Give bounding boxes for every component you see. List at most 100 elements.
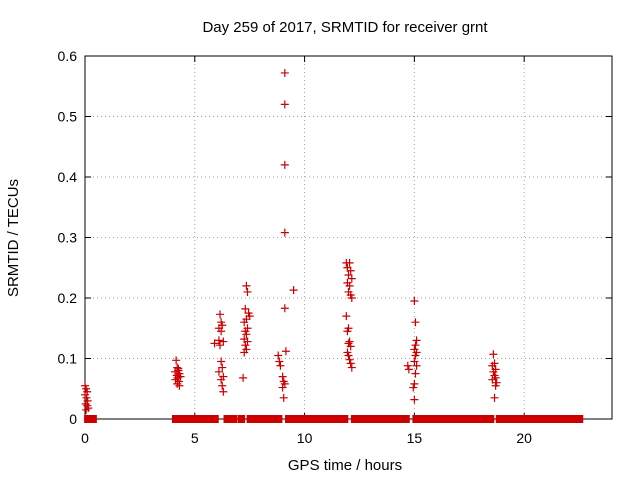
data-point <box>281 347 290 356</box>
data-point <box>347 274 356 283</box>
data-point <box>491 381 500 390</box>
baseline-zero-points <box>350 415 410 423</box>
data-point <box>411 318 420 327</box>
baseline-zero-points <box>223 415 238 423</box>
data-point <box>174 364 183 373</box>
data-point <box>217 375 226 384</box>
data-point <box>217 327 226 336</box>
data-point <box>488 375 497 384</box>
data-point <box>412 361 421 370</box>
data-point <box>410 357 419 366</box>
baseline-zero-points <box>285 415 349 423</box>
data-point <box>172 356 181 365</box>
data-point <box>346 342 355 351</box>
y-axis-title: SRMTID / TECUs <box>5 179 22 297</box>
x-axis-title: GPS time / hours <box>288 457 402 474</box>
data-point <box>276 361 285 370</box>
data-point <box>411 351 420 360</box>
data-point <box>411 341 420 350</box>
data-point <box>242 330 251 339</box>
data-point <box>489 367 498 376</box>
data-point <box>217 357 226 366</box>
data-point <box>240 348 249 357</box>
data-point <box>489 350 498 359</box>
data-point <box>175 381 184 390</box>
y-tick-label: 0.4 <box>58 169 78 185</box>
data-point <box>412 336 421 345</box>
data-point <box>347 363 356 372</box>
y-tick-label: 0.6 <box>58 48 78 64</box>
data-point <box>345 281 354 290</box>
baseline-zero-points <box>171 415 219 423</box>
data-point <box>218 381 227 390</box>
data-point <box>210 339 219 348</box>
y-tick-label: 0 <box>69 411 77 427</box>
data-point <box>214 367 223 376</box>
data-point <box>346 266 355 275</box>
y-tick-label: 0.2 <box>58 290 78 306</box>
data-point <box>219 337 228 346</box>
data-point <box>403 361 412 370</box>
data-point <box>410 297 419 306</box>
x-tick-label: 10 <box>297 430 313 446</box>
data-point <box>345 337 354 346</box>
data-point <box>239 373 248 382</box>
data-point <box>218 363 227 372</box>
data-point <box>240 318 249 327</box>
y-tick-label: 0.5 <box>58 109 78 125</box>
baseline-zero-points <box>237 415 246 423</box>
data-point <box>345 355 354 364</box>
data-point <box>280 228 289 237</box>
data-point <box>216 310 225 319</box>
data-point <box>241 341 250 350</box>
y-tick-label: 0.1 <box>58 351 78 367</box>
y-tick-label: 0.3 <box>58 230 78 246</box>
data-point <box>289 286 298 295</box>
data-point <box>491 373 500 382</box>
baseline-zero-points <box>412 415 495 423</box>
data-point <box>279 393 288 402</box>
plot-frame <box>84 55 613 420</box>
data-point <box>404 365 413 374</box>
data-point <box>344 271 353 280</box>
data-point <box>275 357 284 366</box>
grid-lines <box>85 56 612 419</box>
data-point <box>346 359 355 368</box>
x-tick-label: 0 <box>81 430 89 446</box>
data-point <box>411 369 420 378</box>
data-point <box>216 341 225 350</box>
data-point <box>343 327 352 336</box>
data-point <box>345 258 354 267</box>
x-tick-label: 20 <box>516 430 532 446</box>
data-point <box>241 304 250 313</box>
data-point <box>342 312 351 321</box>
data-point <box>243 287 252 296</box>
axis-ticks: 0 0.1 0.2 0.3 0.4 0.5 0.6 0 5 10 15 20 <box>58 48 612 446</box>
data-point <box>214 336 223 345</box>
data-point <box>280 304 289 313</box>
data-point <box>278 372 287 381</box>
data-point <box>280 68 289 77</box>
data-point <box>409 383 418 392</box>
data-point <box>171 375 180 384</box>
data-point <box>347 294 356 302</box>
x-tick-label: 15 <box>407 430 423 446</box>
data-point <box>280 100 289 109</box>
baseline-zero-points <box>84 415 97 423</box>
data-point <box>410 379 419 388</box>
data-point <box>344 351 353 360</box>
data-point <box>219 387 228 396</box>
data-point <box>488 361 497 370</box>
data-point <box>410 395 419 404</box>
baseline-zero-points <box>495 415 584 423</box>
data-points <box>81 68 584 423</box>
chart-title: Day 259 of 2017, SRMTID for receiver grn… <box>202 19 488 36</box>
baseline-zero-points <box>246 415 283 423</box>
data-point <box>242 281 251 290</box>
data-point <box>274 351 283 360</box>
x-tick-label: 5 <box>191 430 199 446</box>
data-point <box>490 393 499 402</box>
data-point <box>278 383 287 392</box>
data-point <box>280 160 289 169</box>
